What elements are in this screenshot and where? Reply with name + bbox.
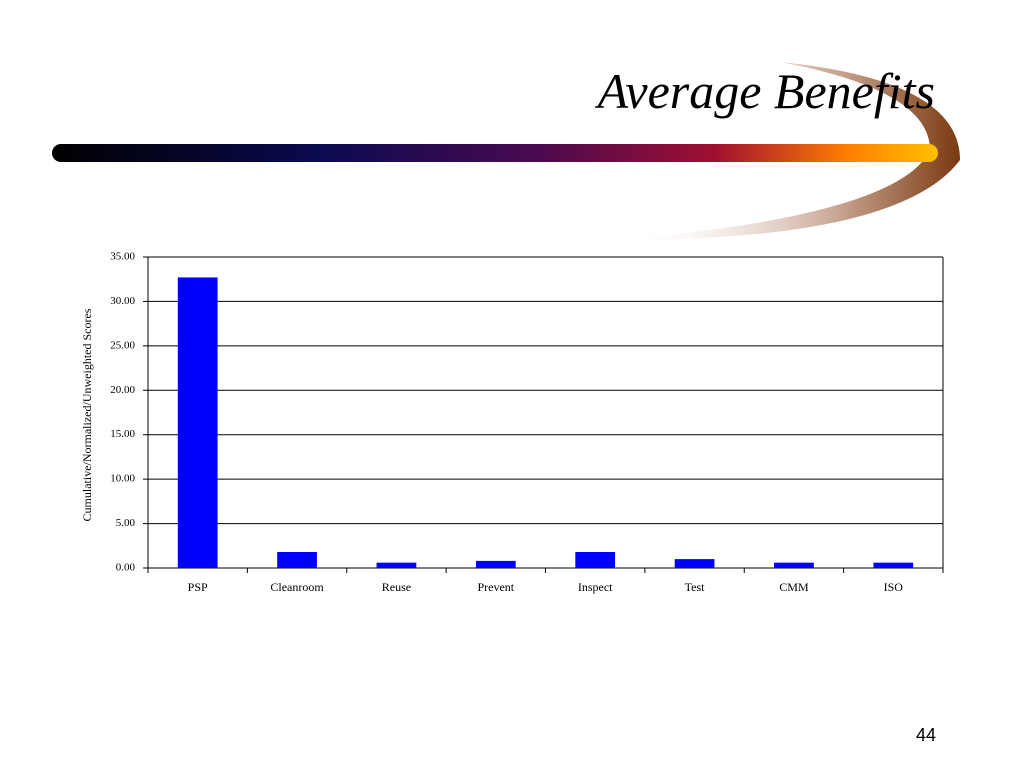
slide-title: Average Benefits [595,63,935,119]
y-tick-label: 0.00 [116,562,136,574]
bar [575,552,616,568]
x-tick-label: Prevent [477,580,514,594]
page-number: 44 [916,725,936,745]
x-tick-label: Reuse [382,580,411,594]
x-tick-label: ISO [884,580,904,594]
y-tick-label: 30.00 [110,295,135,307]
y-axis-label: Cumulative/Normalized/Unweighted Scores [80,308,94,521]
bar [873,562,914,568]
y-tick-label: 25.00 [110,339,135,351]
x-tick-label: Test [685,580,705,594]
x-tick-label: Inspect [578,580,613,594]
bar [376,562,417,568]
x-tick-label: Cleanroom [270,580,324,594]
x-tick-label: PSP [188,580,208,594]
title-underline [52,144,938,162]
bar [674,559,715,568]
swoosh [620,62,960,240]
bar [177,277,218,568]
y-tick-label: 35.00 [110,251,135,263]
x-tick-label: CMM [779,580,809,594]
y-tick-label: 15.00 [110,428,135,440]
y-tick-label: 20.00 [110,384,135,396]
y-tick-label: 10.00 [110,473,135,485]
y-tick-label: 5.00 [116,517,136,529]
bar [774,562,814,568]
bar [475,560,516,568]
bar [277,552,317,568]
